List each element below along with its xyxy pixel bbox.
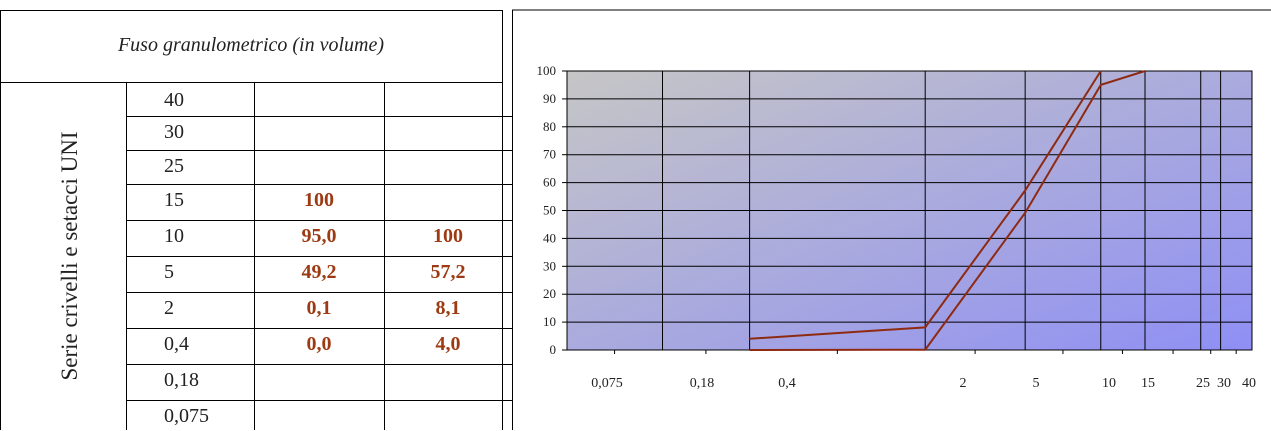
- sieve-size-cell: 10: [164, 225, 184, 247]
- lower-limit-cell: 49,2: [301, 261, 337, 283]
- lower-limit-cell: 95,0: [301, 225, 337, 247]
- upper-limit-line: [749, 70, 1102, 340]
- upper-limit-cell: 57,2: [430, 261, 466, 283]
- upper-limit-cell: [384, 365, 512, 395]
- row-divider: [126, 150, 512, 151]
- row-divider: [126, 328, 512, 329]
- x-tick-label: 0,4: [778, 376, 796, 391]
- sieve-size-cell: 0,075: [164, 405, 209, 427]
- row-divider: [126, 116, 512, 117]
- x-tick-label: 5: [1033, 376, 1040, 391]
- x-tick-label: 0,075: [591, 376, 623, 391]
- upper-limit-cell: [384, 185, 512, 215]
- lower-limit-cell: 0,1: [306, 297, 332, 319]
- upper-limit-cell: 100: [433, 225, 463, 247]
- lower-limit-cell: [254, 85, 384, 115]
- sieve-size-cell: 15: [164, 189, 184, 211]
- y-tick-label: 20: [543, 286, 556, 301]
- x-tick-label: 30: [1217, 376, 1231, 391]
- upper-limit-cell: [384, 85, 512, 115]
- y-tick-label: 30: [543, 258, 556, 273]
- sieve-size-cell: 25: [164, 155, 184, 177]
- x-tick-label: 2: [960, 376, 967, 391]
- y-tick-label: 0: [550, 342, 557, 357]
- sieve-size-cell: 0,4: [164, 333, 189, 355]
- upper-limit-cell: [384, 151, 512, 181]
- row-divider: [126, 292, 512, 293]
- upper-limit-cell: [384, 117, 512, 147]
- row-divider: [126, 220, 512, 221]
- table-title: Fuso granulometrico (in volume): [117, 34, 385, 56]
- row-divider: [126, 400, 512, 401]
- sieve-size-cell: 40: [164, 89, 184, 111]
- row-divider: [126, 184, 512, 185]
- upper-limit-cell: 4,0: [435, 333, 461, 355]
- y-tick-label: 40: [543, 230, 556, 245]
- y-tick-label: 90: [543, 91, 556, 106]
- table-top-border: [0, 10, 502, 11]
- lower-limit-cell: [254, 401, 384, 431]
- sieve-size-cell: 30: [164, 121, 184, 143]
- sieve-size-cell: 0,18: [164, 369, 199, 391]
- row-divider: [126, 364, 512, 365]
- sieve-size-cell: 5: [164, 261, 174, 283]
- row-divider: [126, 256, 512, 257]
- lower-limit-line: [749, 70, 1146, 351]
- lower-limit-cell: 100: [304, 189, 334, 211]
- upper-limit-cell: [384, 401, 512, 431]
- x-tick-label: 15: [1141, 376, 1155, 391]
- grading-table: Fuso granulometrico (in volume) Serie cr…: [0, 0, 512, 430]
- sieve-size-cell: 2: [164, 297, 174, 319]
- horizontal-gridlines: [567, 70, 1252, 351]
- x-tick-label: 40: [1242, 376, 1256, 391]
- y-tick-label: 100: [537, 63, 557, 78]
- upper-limit-cell: 8,1: [435, 297, 461, 319]
- y-axis-ticks: 0 10 20 30 40 50 60 70 80 90 100: [537, 63, 567, 357]
- y-tick-label: 70: [543, 147, 556, 162]
- table-header-border: [0, 82, 502, 83]
- x-tick-label: 10: [1102, 376, 1116, 391]
- x-tick-label: 0,18: [690, 376, 715, 391]
- lower-limit-cell: 0,0: [306, 333, 332, 355]
- x-tick-label: 25: [1196, 376, 1210, 391]
- lower-limit-cell: [254, 365, 384, 395]
- y-tick-label: 60: [543, 175, 556, 190]
- lower-limit-cell: [254, 117, 384, 147]
- y-tick-label: 80: [543, 119, 556, 134]
- table-left-border: [0, 10, 1, 430]
- series-lines: [749, 70, 1146, 351]
- x-axis-ticks: 0,075 0,18 0,4 2 5 10 15 25 30 40: [591, 350, 1256, 391]
- y-tick-label: 50: [543, 203, 556, 218]
- sieve-series-label: Serie crivelli e setacci UNI: [57, 131, 82, 381]
- y-tick-label: 10: [543, 314, 556, 329]
- lower-limit-cell: [254, 151, 384, 181]
